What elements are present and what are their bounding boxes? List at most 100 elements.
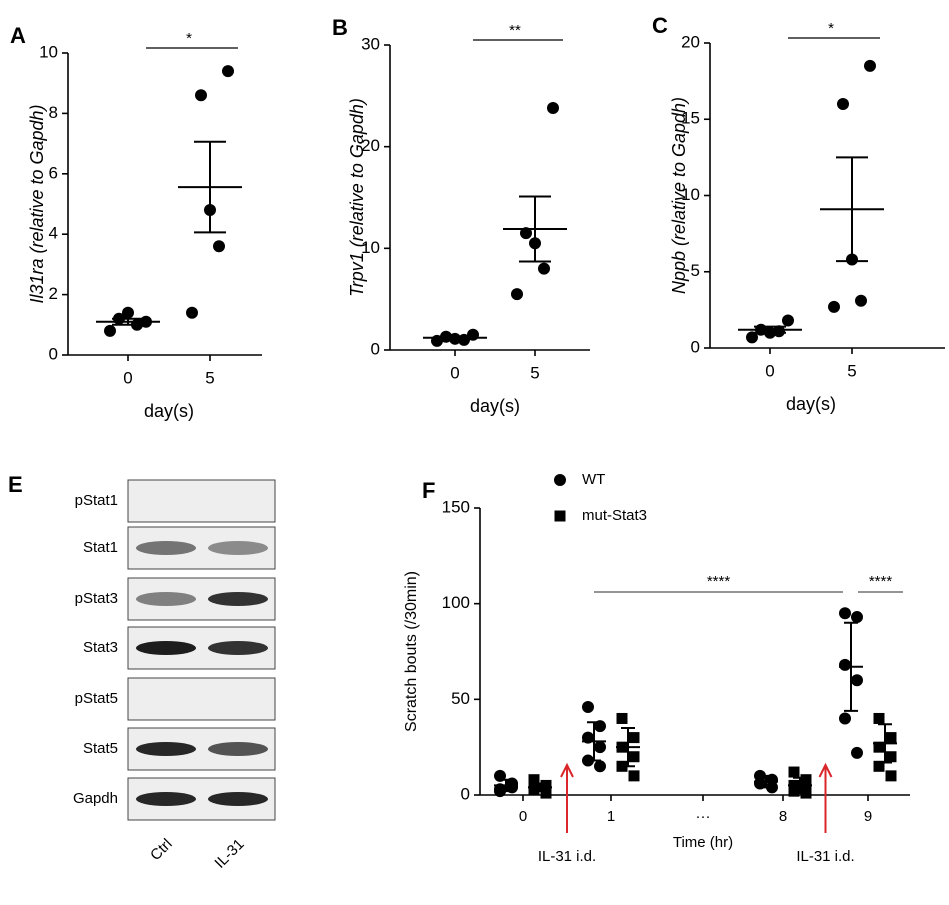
error-bar: [587, 721, 601, 762]
error-bar: [112, 317, 144, 326]
data-point: [616, 712, 628, 724]
x-tick-label: 8: [779, 808, 787, 825]
error-bar: [793, 776, 807, 795]
error-bar: [759, 774, 773, 789]
panel-label: B: [332, 15, 348, 40]
x-tick-label: 5: [847, 361, 856, 380]
y-tick-label: 0: [371, 339, 380, 358]
data-point: [800, 774, 812, 786]
y-axis-label: Trpv1 (relative to Gapdh): [347, 98, 367, 297]
panel-label: A: [10, 23, 26, 48]
legend-marker: [554, 474, 566, 486]
error-bar: [499, 778, 513, 793]
data-point: [222, 65, 234, 78]
data-point: [873, 712, 885, 724]
data-point: [839, 607, 851, 620]
error-bar: [878, 723, 892, 764]
y-axis-label: Nppb (relative to Gapdh): [669, 97, 689, 294]
lane-label: IL-31: [211, 836, 247, 872]
x-axis-label: Time (hr): [673, 834, 733, 851]
data-point: [851, 611, 863, 624]
x-tick-label: ···: [696, 808, 711, 825]
data-point: [104, 324, 116, 337]
data-point: [746, 331, 758, 344]
data-point: [547, 102, 559, 115]
x-tick-label: 5: [530, 363, 539, 382]
y-tick-label: 8: [49, 103, 58, 122]
blot-band: [208, 592, 268, 606]
panel-label: E: [8, 472, 23, 497]
y-tick-label: 10: [361, 238, 380, 257]
significance-label: *: [828, 20, 834, 37]
data-point: [528, 774, 540, 786]
y-axis-label: Il31ra (relative to Gapdh): [27, 104, 47, 303]
blot-frame: [127, 479, 276, 523]
data-point: [538, 262, 550, 275]
blot-frame: [127, 677, 276, 721]
error-bar: [519, 195, 551, 263]
data-point: [788, 785, 800, 797]
blot-row-label: Stat1: [83, 539, 118, 556]
arrow: [818, 762, 833, 833]
y-tick-label: 20: [681, 32, 700, 51]
data-point: [458, 333, 470, 346]
data-point: [628, 751, 640, 763]
y-axis-label: Scratch bouts (/30min): [403, 571, 420, 732]
data-point: [782, 314, 794, 327]
data-point: [773, 325, 785, 338]
blot-band: [208, 541, 268, 555]
x-tick-label: 9: [864, 808, 872, 825]
data-point: [851, 674, 863, 687]
data-point: [594, 760, 606, 773]
blot-band: [136, 541, 196, 555]
error-bar: [754, 325, 786, 334]
data-point: [582, 700, 594, 713]
blot-row-label: pStat3: [75, 590, 118, 607]
y-tick-label: 10: [681, 185, 700, 204]
x-axis-label: day(s): [786, 394, 836, 414]
y-tick-label: 30: [361, 34, 380, 53]
legend-label: WT: [582, 471, 605, 488]
annotation: IL-31 i.d.: [538, 848, 596, 865]
data-point: [540, 779, 552, 791]
blot-band: [136, 641, 196, 655]
blot-row-label: pStat5: [75, 690, 118, 707]
data-point: [195, 89, 207, 102]
y-tick-label: 20: [361, 136, 380, 155]
data-point: [851, 746, 863, 759]
x-tick-label: 0: [765, 361, 774, 380]
x-axis-label: day(s): [144, 401, 194, 421]
data-point: [122, 306, 134, 319]
panel-label: F: [422, 478, 435, 503]
data-point: [213, 240, 225, 253]
y-tick-label: 6: [49, 163, 58, 182]
data-point: [788, 766, 800, 778]
data-point: [864, 59, 876, 72]
blot-band: [208, 742, 268, 756]
blot-row-label: pStat1: [75, 492, 118, 509]
y-tick-label: 10: [39, 42, 58, 61]
data-point: [594, 741, 606, 754]
y-tick-label: 5: [691, 261, 700, 280]
data-point: [511, 288, 523, 301]
significance-label: *: [186, 30, 192, 47]
data-point: [628, 732, 640, 744]
y-tick-label: 4: [49, 224, 58, 243]
data-point: [828, 300, 840, 313]
blot-row-label: Stat3: [83, 639, 118, 656]
blot-band: [208, 641, 268, 655]
data-point: [839, 712, 851, 725]
blot-band: [136, 742, 196, 756]
x-tick-label: 0: [450, 363, 459, 382]
data-point: [855, 294, 867, 307]
data-point: [873, 741, 885, 753]
y-tick-label: 0: [691, 337, 700, 356]
y-tick-label: 0: [461, 784, 470, 803]
y-tick-label: 15: [681, 109, 700, 128]
y-tick-label: 150: [442, 497, 470, 516]
x-tick-label: 1: [607, 808, 615, 825]
blot-band: [208, 792, 268, 806]
error-bar: [533, 782, 547, 793]
blot-row-label: Gapdh: [73, 790, 118, 807]
